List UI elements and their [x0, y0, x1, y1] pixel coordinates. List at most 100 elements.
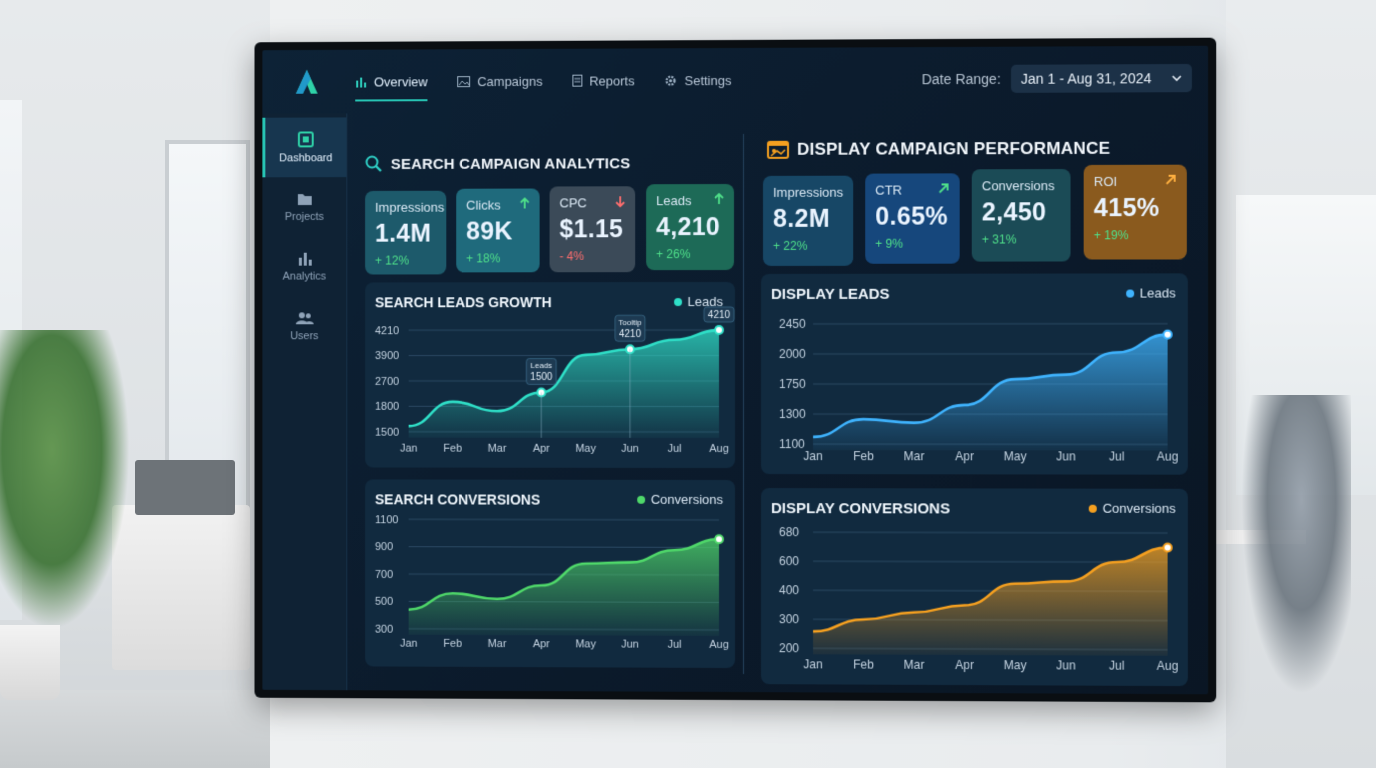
y-tick-label: 200	[779, 641, 799, 655]
sidebar-item-projects[interactable]: Projects	[262, 177, 346, 237]
x-tick-label: Apr	[533, 638, 550, 650]
x-tick-label: Jul	[1109, 659, 1124, 673]
x-tick-label: Jan	[803, 449, 822, 463]
kpi-label: Clicks	[466, 198, 500, 213]
x-tick-label: Jan	[400, 638, 418, 650]
tooltip-text: 4210	[619, 329, 642, 340]
x-tick-label: Mar	[488, 443, 507, 455]
x-tick-label: Mar	[488, 638, 507, 650]
kpi-label-row: Impressions	[375, 200, 436, 215]
display-image-icon	[767, 141, 789, 159]
x-tick-label: Jun	[1056, 658, 1076, 672]
y-tick-label: 600	[779, 554, 799, 568]
tooltip-text: 4210	[708, 310, 731, 321]
kpi-label: Conversions	[982, 178, 1055, 193]
sidebar-item-label: Dashboard	[279, 152, 332, 164]
sidebar-item-label: Analytics	[283, 270, 326, 282]
top-bar: Overview Campaigns Reports Settings Date…	[262, 46, 1208, 114]
x-tick-label: Apr	[533, 443, 550, 455]
date-range-select[interactable]: Jan 1 - Aug 31, 2024	[1011, 64, 1192, 93]
x-tick-label: Apr	[955, 449, 974, 463]
background-cabinet	[112, 505, 250, 670]
x-tick-label: May	[575, 443, 596, 455]
search-title-text: SEARCH CAMPAIGN ANALYTICS	[391, 155, 631, 173]
tooltip-text: 1500	[530, 372, 553, 383]
arrow-up-icon	[714, 193, 724, 205]
search-icon	[365, 155, 383, 173]
y-tick-label: 1100	[779, 437, 805, 451]
sidebar-item-analytics[interactable]: Analytics	[262, 237, 346, 297]
sidebar: Dashboard Projects Analytics Users	[262, 113, 347, 690]
y-tick-label: 400	[779, 583, 799, 597]
x-tick-label: May	[1004, 449, 1027, 463]
gridline	[409, 519, 719, 520]
x-tick-label: Jun	[621, 443, 639, 455]
chart-svg: 680 600 400 300 200 Jan Feb Mar Apr May Jun Jul Aug	[761, 488, 1188, 686]
arrow-up-icon	[520, 198, 530, 210]
x-tick-label: Jun	[621, 639, 639, 651]
y-tick-label: 4210	[375, 325, 399, 337]
tooltip-text: Leads	[530, 361, 552, 370]
date-range-label: Date Range:	[922, 71, 1001, 87]
data-point	[1164, 544, 1172, 552]
analytics-icon	[296, 251, 312, 265]
y-tick-label: 1800	[375, 401, 399, 413]
kpi-card-display-impressions: Impressions 8.2M + 22%	[763, 176, 853, 266]
chevron-down-icon	[1172, 75, 1182, 81]
series-area	[409, 330, 719, 438]
kpi-label: CPC	[559, 195, 586, 210]
x-tick-label: Jan	[400, 443, 418, 455]
x-tick-label: May	[1004, 658, 1027, 672]
x-tick-label: Jul	[667, 443, 681, 455]
y-tick-label: 500	[375, 596, 393, 608]
kpi-label-row: Conversions	[982, 178, 1061, 193]
kpi-label-row: ROI	[1094, 174, 1177, 189]
y-tick-label: 1750	[779, 377, 806, 391]
tooltip-text: Tooltip	[619, 318, 643, 327]
background-printer	[135, 460, 235, 515]
document-icon	[572, 75, 582, 87]
sidebar-item-users[interactable]: Users	[262, 296, 346, 356]
background-plant-pot	[0, 625, 60, 700]
kpi-card-display-conversions: Conversions 2,450 + 31%	[972, 169, 1071, 262]
kpi-label-row: Leads	[656, 193, 724, 208]
gridline	[813, 532, 1168, 533]
y-tick-label: 300	[375, 624, 393, 636]
background-plant	[0, 330, 130, 630]
data-point	[715, 326, 723, 334]
x-tick-label: Jan	[803, 657, 822, 671]
x-tick-label: Aug	[709, 639, 729, 651]
y-tick-label: 700	[375, 569, 393, 581]
kpi-label: CTR	[875, 183, 902, 198]
sidebar-item-dashboard[interactable]: Dashboard	[262, 117, 346, 177]
x-tick-label: May	[575, 638, 596, 650]
date-range: Date Range: Jan 1 - Aug 31, 2024	[922, 64, 1192, 93]
chart-svg: 42103900270018001500Jan Feb Mar Apr May Jun Ju…	[365, 282, 735, 468]
nav-tab-settings[interactable]: Settings	[665, 67, 732, 94]
y-tick-label: 300	[779, 612, 799, 626]
kpi-value: 4,210	[656, 213, 724, 242]
kpi-value: 1.4M	[375, 220, 436, 249]
kpi-card-display-roi: ROI 415% + 19%	[1084, 165, 1187, 260]
section-divider	[743, 134, 744, 674]
y-tick-label: 900	[375, 542, 393, 554]
kpi-value: 415%	[1094, 194, 1177, 223]
nav-tab-campaigns[interactable]: Campaigns	[457, 67, 542, 94]
y-tick-label: 680	[779, 525, 799, 539]
nav-tab-reports[interactable]: Reports	[572, 67, 634, 94]
tv-monitor: Overview Campaigns Reports Settings Date…	[255, 38, 1217, 703]
x-tick-label: Mar	[904, 658, 925, 672]
kpi-label-row: Impressions	[773, 185, 843, 200]
y-tick-label: 2000	[779, 347, 806, 361]
kpi-value: 2,450	[982, 198, 1061, 227]
kpi-card-search-impressions: Impressions 1.4M + 12%	[365, 191, 446, 275]
chart-svg: 1100900700500300Jan Feb Mar Apr May Jun Jul Aug	[365, 479, 735, 668]
sidebar-item-label: Users	[290, 330, 318, 342]
y-tick-label: 1100	[375, 514, 398, 526]
x-tick-label: Jul	[667, 639, 681, 651]
nav-label: Settings	[685, 73, 732, 88]
chart-panel-search-conversions: SEARCH CONVERSIONS Conversions 1100 900 70…	[365, 479, 735, 668]
x-tick-label: Jul	[1109, 449, 1124, 463]
nav-tab-overview[interactable]: Overview	[355, 68, 427, 95]
app-logo	[262, 50, 351, 114]
